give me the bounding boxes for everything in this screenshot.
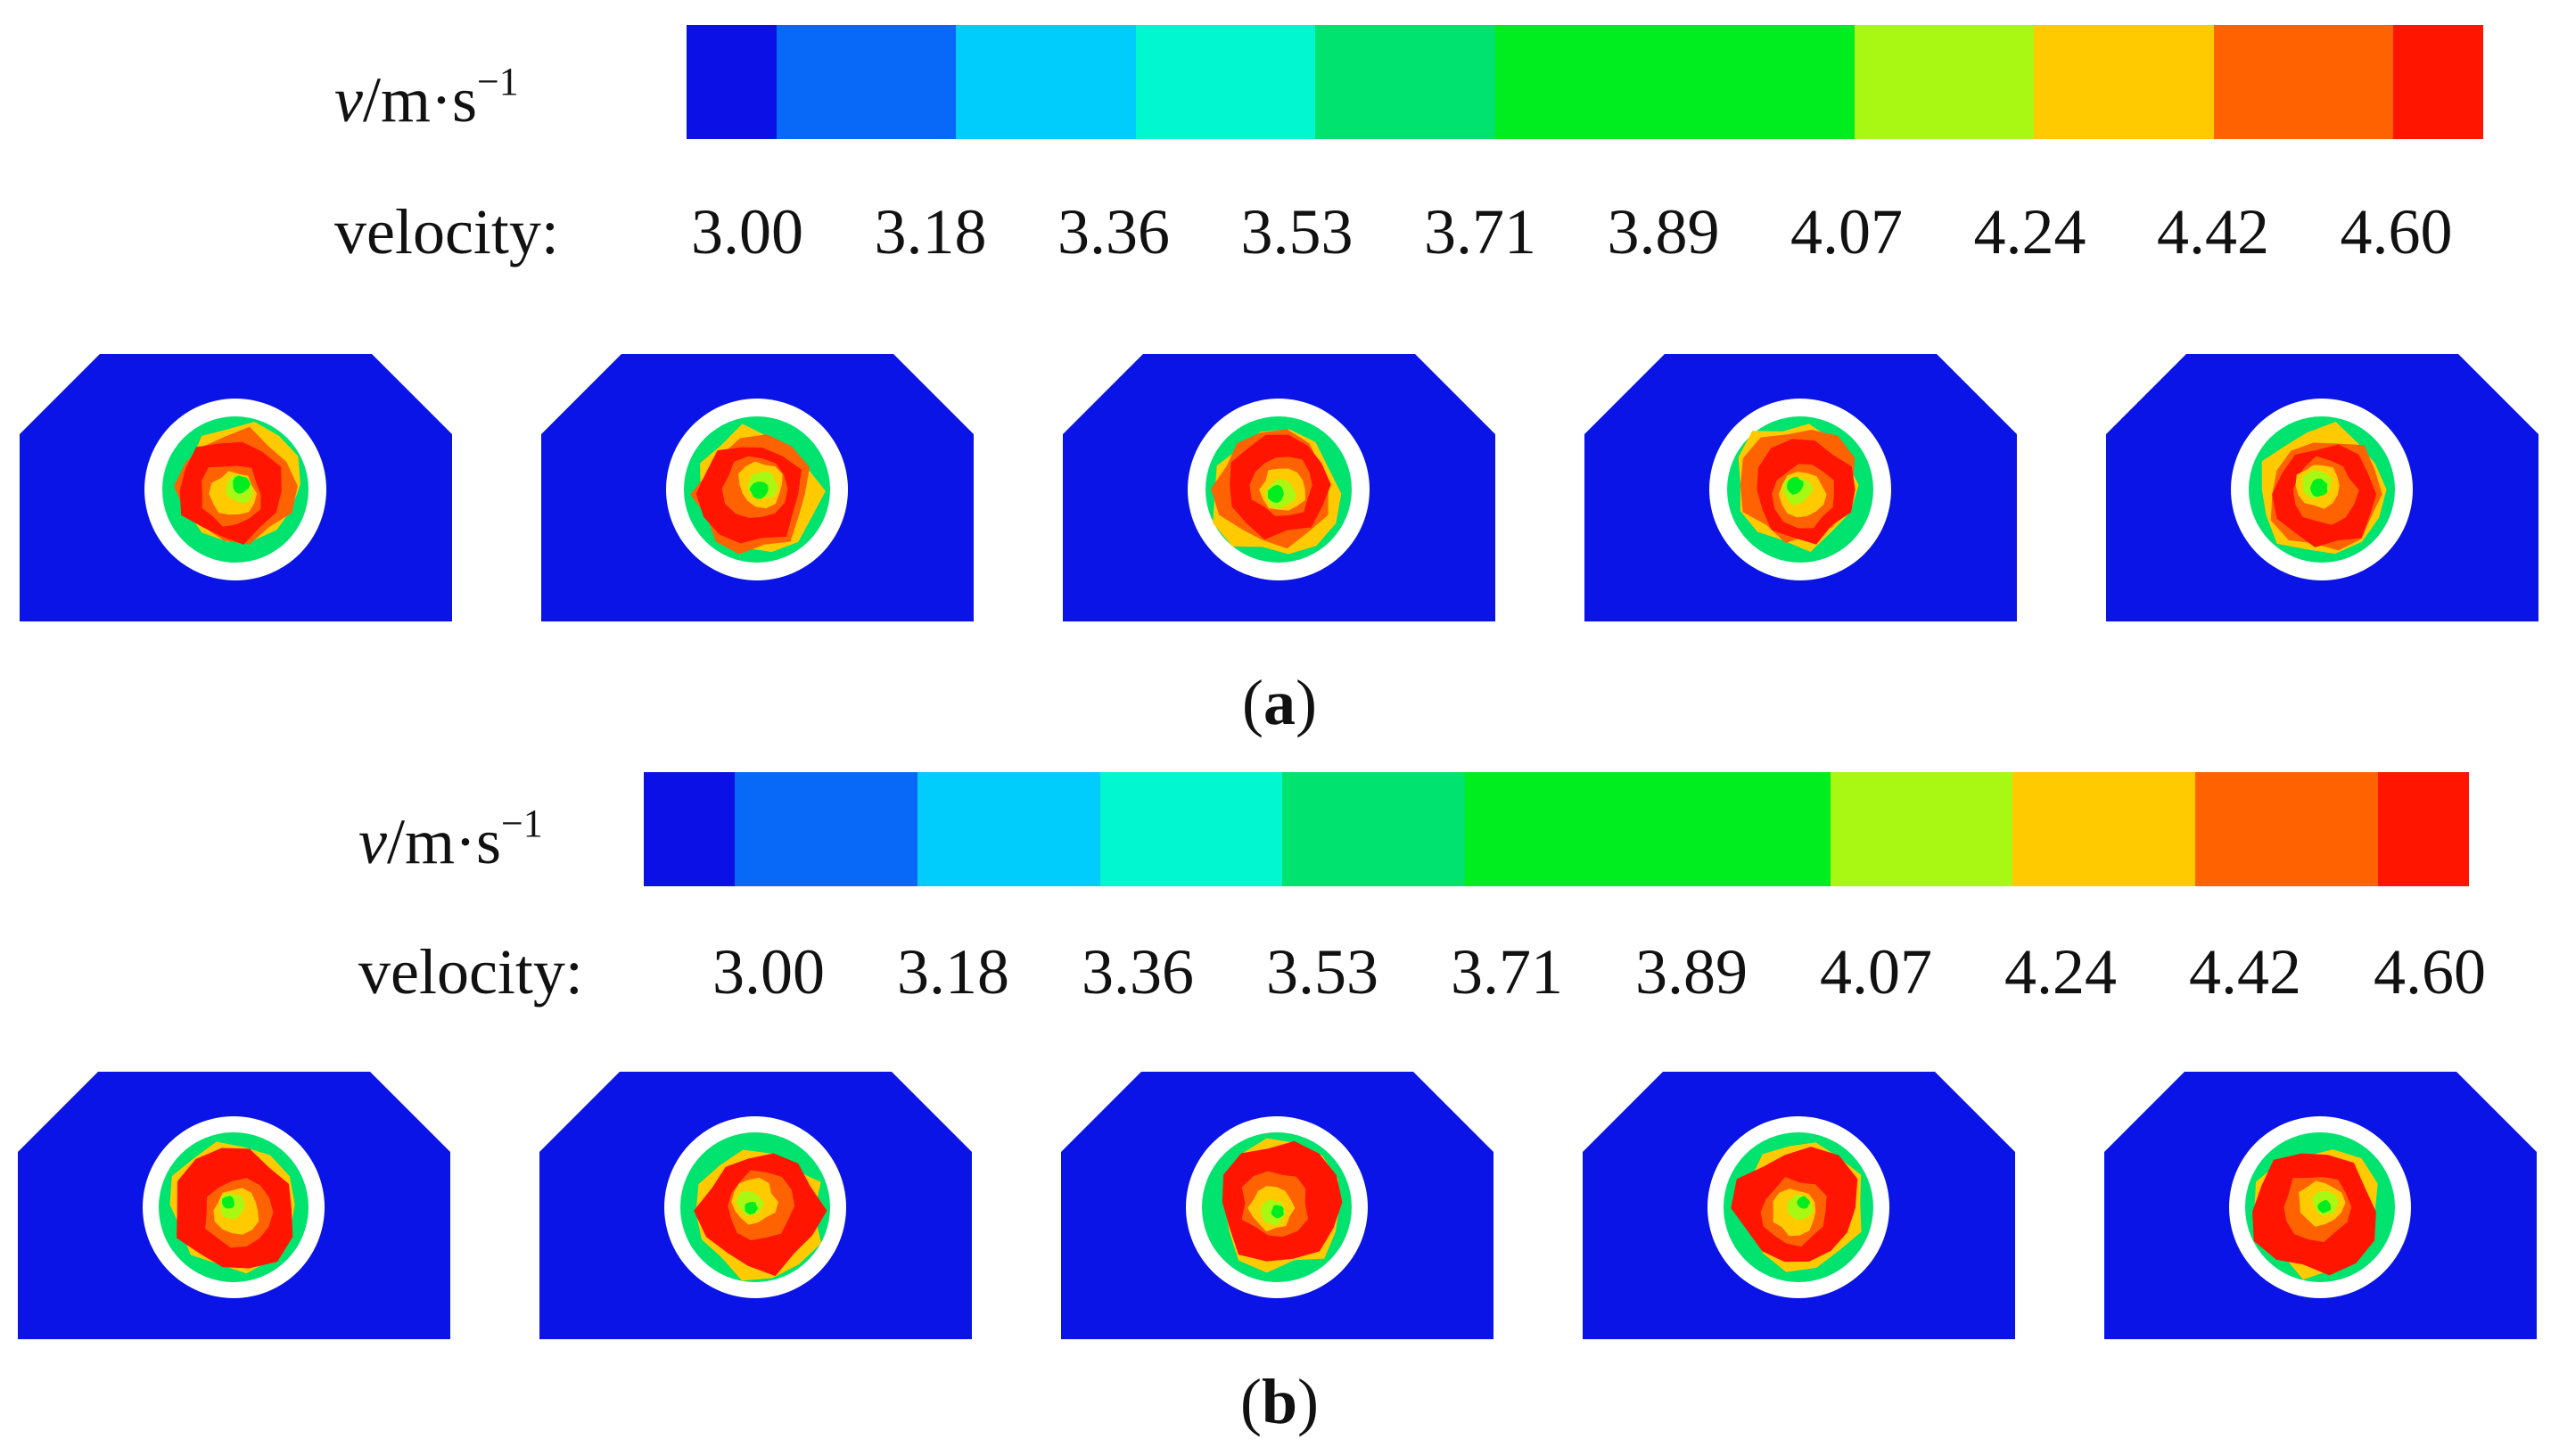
velocity-section <box>1583 1072 2015 1339</box>
section-cell <box>1063 354 1495 621</box>
unit-label: v/m·s−1 <box>358 802 543 877</box>
velocity-contour <box>222 1196 235 1209</box>
colorbar-band <box>1854 25 2035 139</box>
panel-caption: (b) <box>1239 1366 1319 1437</box>
colorbar-tick-label: 3.18 <box>897 936 1009 1008</box>
colorbar-tick-label: 4.60 <box>2340 196 2453 267</box>
colorbar-tick-label: 3.89 <box>1607 196 1720 267</box>
colorbar-band <box>1135 25 1316 139</box>
unit-label: v/m·s−1 <box>334 60 519 136</box>
velocity-contour <box>1787 476 1804 495</box>
colorbar-tick-label: 3.53 <box>1266 936 1378 1008</box>
colorbar-tick-label: 4.42 <box>2189 936 2301 1008</box>
velocity-contour <box>2309 478 2328 498</box>
colorbar-tick-label: 4.24 <box>2004 936 2117 1008</box>
colorbar-band <box>917 772 1100 886</box>
colorbar-tick-label: 3.00 <box>712 936 825 1008</box>
colorbar-tick-label: 4.60 <box>2374 936 2486 1008</box>
colorbar-band <box>1465 772 1831 886</box>
velocity-contour <box>1268 484 1284 503</box>
velocity-label: velocity: <box>334 196 559 267</box>
velocity-contour <box>745 1202 759 1215</box>
colorbar-band <box>776 25 957 139</box>
velocity-section <box>1063 354 1495 621</box>
panel-caption: (a) <box>1242 667 1317 738</box>
velocity-section <box>1061 1072 1493 1339</box>
colorbar-tick-label: 3.18 <box>874 196 987 267</box>
velocity-contour <box>1797 1196 1811 1209</box>
section-cell <box>1583 1072 2015 1339</box>
colorbar-tick-label: 4.24 <box>1973 196 2086 267</box>
colorbar-tick-label: 3.89 <box>1635 936 1748 1008</box>
colorbar-tick-label: 3.71 <box>1424 196 1536 267</box>
colorbar <box>687 25 2483 139</box>
colorbar-band <box>2377 772 2470 886</box>
velocity-contour <box>1271 1205 1284 1219</box>
colorbar-band <box>1494 25 1855 139</box>
panel-a: v/m·s−1 velocity: 3.00 3.18 3.36 3.53 3.71 3.… <box>20 25 2538 735</box>
panel-b: v/m·s−1 velocity: 3.00 3.18 3.36 3.53 3.71 3.… <box>0 728 2559 1456</box>
velocity-contour <box>233 475 251 494</box>
section-cell <box>20 354 452 621</box>
velocity-section <box>541 354 974 621</box>
colorbar-tick-label: 3.71 <box>1451 936 1563 1008</box>
section-cell <box>2106 354 2538 621</box>
velocity-section <box>18 1072 450 1339</box>
colorbar <box>644 772 2470 886</box>
colorbar-tick-label: 3.53 <box>1240 196 1354 267</box>
velocity-section <box>20 354 452 621</box>
colorbar-tick-label: 3.36 <box>1057 196 1170 267</box>
colorbar-band <box>1830 772 2013 886</box>
velocity-section <box>2104 1072 2537 1339</box>
section-cell <box>539 1072 972 1339</box>
colorbar-band <box>644 772 736 886</box>
velocity-contour <box>749 481 769 499</box>
section-cell <box>541 354 974 621</box>
colorbar-tick-label: 3.00 <box>691 196 803 267</box>
velocity-section <box>1584 354 2017 621</box>
colorbar-tick-label: 4.42 <box>2157 196 2269 267</box>
section-cell <box>1584 354 2017 621</box>
section-row <box>18 1072 2537 1339</box>
velocity-label: velocity: <box>358 936 583 1008</box>
colorbar-band <box>2012 772 2195 886</box>
section-cell <box>2104 1072 2537 1339</box>
colorbar-band <box>1099 772 1283 886</box>
colorbar-band <box>2213 25 2394 139</box>
section-cell <box>1061 1072 1493 1339</box>
colorbar-band <box>1315 25 1495 139</box>
colorbar-band <box>735 772 918 886</box>
colorbar-band <box>2194 772 2378 886</box>
colorbar-tick-label: 3.36 <box>1082 936 1194 1008</box>
colorbar-tick-label: 4.07 <box>1790 196 1903 267</box>
colorbar-band <box>956 25 1136 139</box>
colorbar-band <box>2034 25 2214 139</box>
colorbar-band <box>1282 772 1466 886</box>
velocity-section <box>2106 354 2538 621</box>
velocity-contour <box>2317 1199 2332 1213</box>
colorbar-tick-label: 4.07 <box>1820 936 1932 1008</box>
velocity-section <box>539 1072 972 1339</box>
colorbar-band <box>2393 25 2483 139</box>
section-row <box>20 354 2538 621</box>
colorbar-band <box>687 25 777 139</box>
section-cell <box>18 1072 450 1339</box>
